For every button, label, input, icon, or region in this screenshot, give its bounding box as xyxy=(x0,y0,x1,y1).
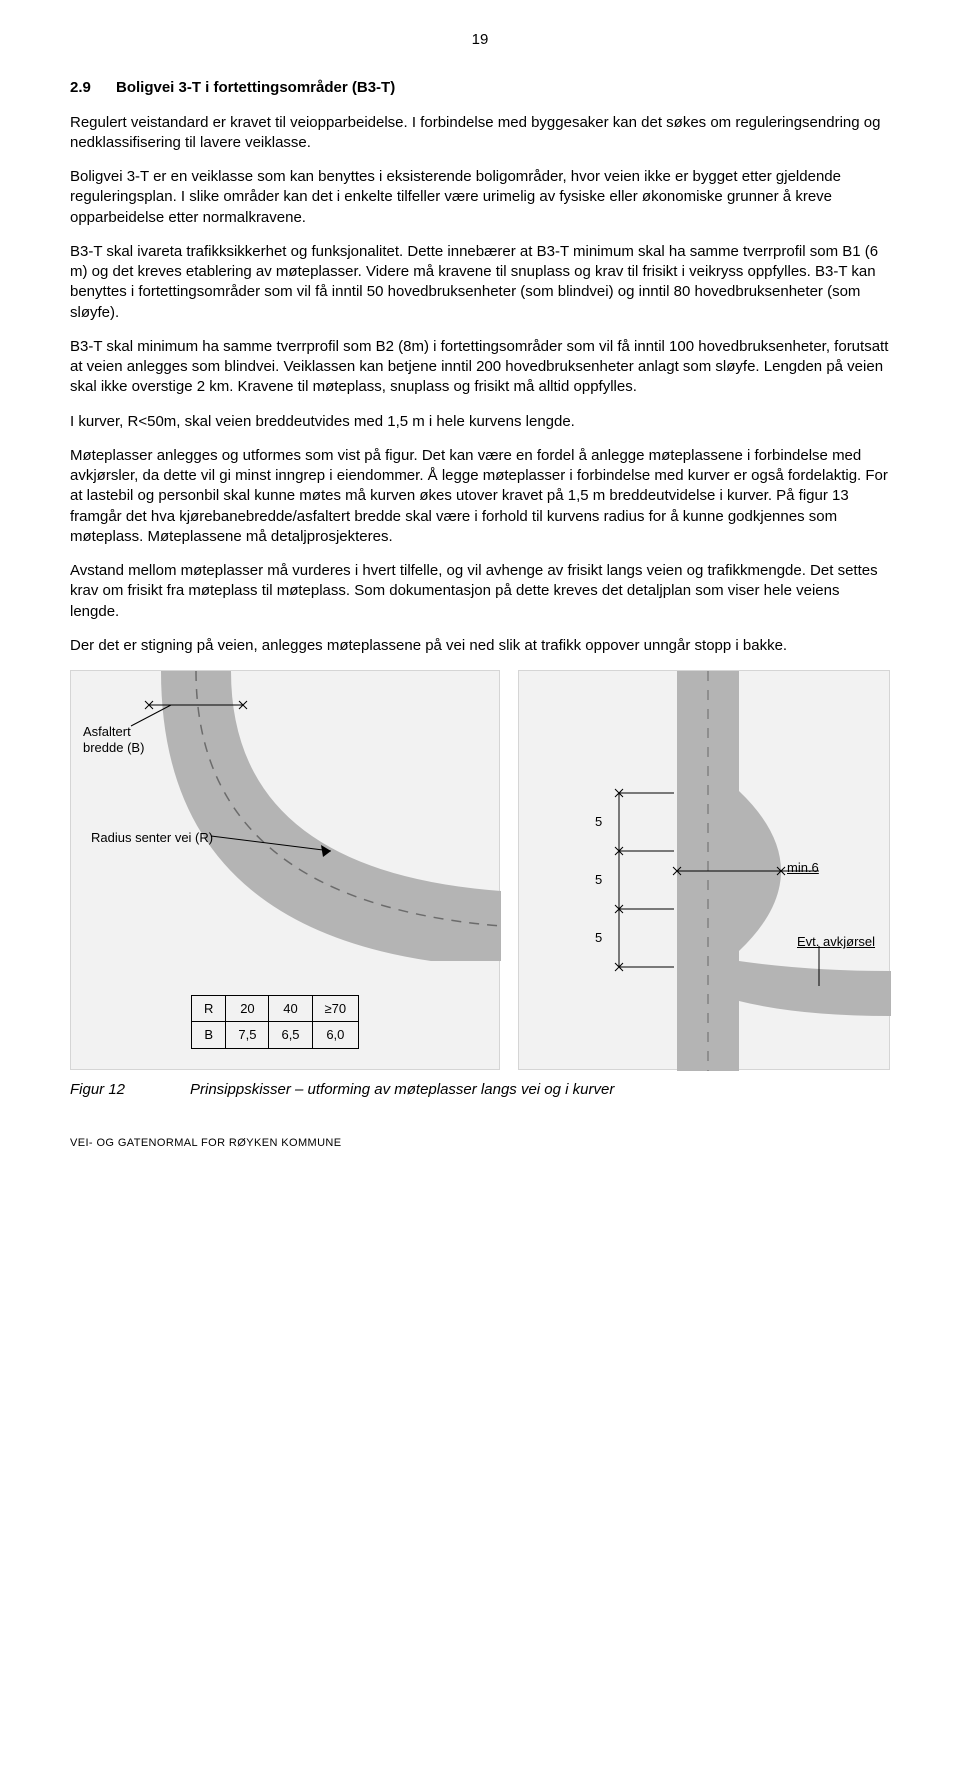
cell: 40 xyxy=(269,995,312,1022)
label-min6: min.6 xyxy=(787,859,819,877)
label-radius: Radius senter vei (R) xyxy=(91,829,213,847)
figure-caption-number: Figur 12 xyxy=(70,1080,190,1100)
label-dim-5: 5 xyxy=(595,871,602,889)
table-row: R 20 40 ≥70 xyxy=(192,995,359,1022)
cell: 7,5 xyxy=(226,1022,269,1049)
paragraph-2: Boligvei 3-T er en veiklasse som kan ben… xyxy=(70,167,890,228)
road-shape xyxy=(161,671,501,961)
paragraph-8: Der det er stigning på veien, anlegges m… xyxy=(70,636,890,656)
figure-left-curve: Asfaltert bredde (B) Radius senter vei (… xyxy=(70,670,500,1070)
cell: 20 xyxy=(226,995,269,1022)
cell: R xyxy=(192,995,226,1022)
paragraph-1: Regulert veistandard er kravet til veiop… xyxy=(70,113,890,154)
label-asfaltert: Asfaltert xyxy=(83,723,131,741)
driveway xyxy=(739,961,891,1016)
label-dim-5: 5 xyxy=(595,813,602,831)
paragraph-3: B3-T skal ivareta trafikksikkerhet og fu… xyxy=(70,242,890,323)
figure-right-bay: 5 5 5 min.6 Evt. avkjørsel xyxy=(518,670,890,1070)
cell: 6,5 xyxy=(269,1022,312,1049)
paragraph-7: Avstand mellom møteplasser må vurderes i… xyxy=(70,561,890,622)
section-heading: 2.9Boligvei 3-T i fortettingsområder (B3… xyxy=(70,78,890,98)
label-dim-5: 5 xyxy=(595,929,602,947)
cell: ≥70 xyxy=(312,995,359,1022)
cell: 6,0 xyxy=(312,1022,359,1049)
paragraph-5: I kurver, R<50m, skal veien breddeutvide… xyxy=(70,412,890,432)
paragraph-6: Møteplasser anlegges og utformes som vis… xyxy=(70,446,890,547)
section-title: Boligvei 3-T i fortettingsområder (B3-T) xyxy=(116,79,395,96)
page-number: 19 xyxy=(70,30,890,50)
cell: B xyxy=(192,1022,226,1049)
section-number: 2.9 xyxy=(70,78,116,98)
rb-table: R 20 40 ≥70 B 7,5 6,5 6,0 xyxy=(191,995,359,1049)
figure-row: Asfaltert bredde (B) Radius senter vei (… xyxy=(70,670,890,1070)
bay-diagram-svg xyxy=(519,671,891,1071)
label-bredde: bredde (B) xyxy=(83,739,144,757)
label-avkjorsel: Evt. avkjørsel xyxy=(797,933,875,951)
paragraph-4: B3-T skal minimum ha samme tverrprofil s… xyxy=(70,337,890,398)
table-row: B 7,5 6,5 6,0 xyxy=(192,1022,359,1049)
figure-caption: Figur 12Prinsippskisser – utforming av m… xyxy=(70,1080,890,1100)
footer: VEI- OG GATENORMAL FOR RØYKEN KOMMUNE xyxy=(70,1136,890,1151)
figure-caption-text: Prinsippskisser – utforming av møteplass… xyxy=(190,1081,614,1098)
